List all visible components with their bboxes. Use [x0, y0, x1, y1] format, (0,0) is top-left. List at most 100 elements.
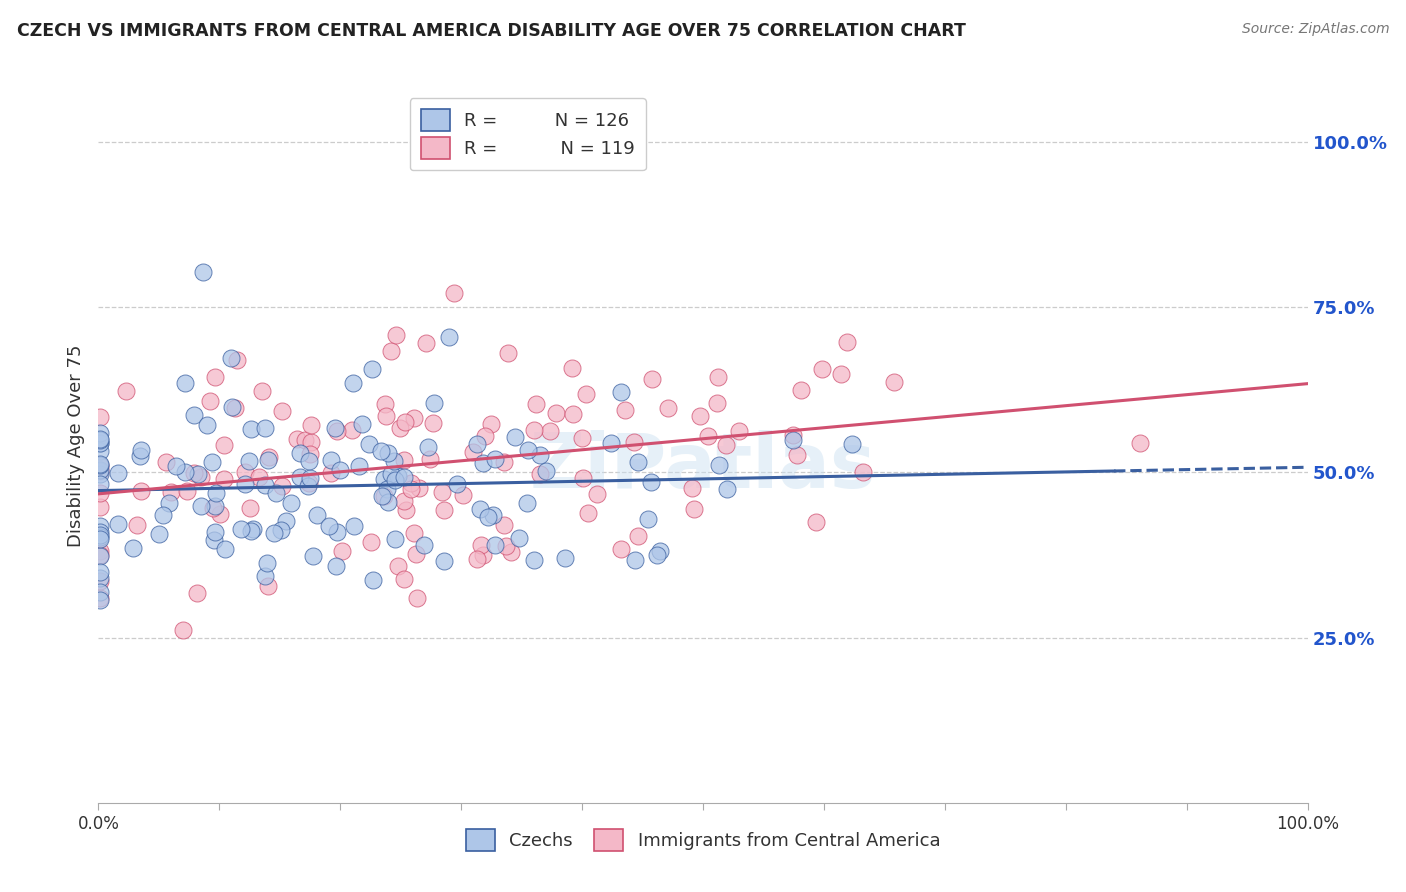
Point	[176, 484, 198, 499]
Text: CZECH VS IMMIGRANTS FROM CENTRAL AMERICA DISABILITY AGE OVER 75 CORRELATION CHAR: CZECH VS IMMIGRANTS FROM CENTRAL AMERICA…	[17, 22, 966, 40]
Point	[472, 548, 495, 562]
Point	[330, 544, 353, 558]
Point	[377, 446, 399, 460]
Point	[89, 544, 111, 558]
Point	[451, 488, 474, 502]
Point	[350, 417, 373, 432]
Point	[413, 538, 436, 552]
Point	[641, 372, 664, 386]
Point	[157, 496, 180, 510]
Point	[89, 463, 111, 477]
Point	[546, 406, 568, 420]
Point	[263, 526, 285, 541]
Point	[516, 496, 538, 510]
Point	[561, 407, 583, 421]
Point	[384, 532, 406, 546]
Point	[446, 477, 468, 491]
Point	[405, 547, 427, 561]
Point	[253, 420, 276, 434]
Point	[696, 429, 718, 443]
Point	[385, 327, 408, 342]
Point	[810, 362, 832, 376]
Point	[380, 467, 402, 481]
Point	[131, 442, 153, 457]
Point	[648, 543, 671, 558]
Point	[89, 436, 111, 450]
Point	[195, 417, 218, 432]
Point	[209, 507, 232, 521]
Point	[239, 524, 262, 538]
Point	[373, 472, 395, 486]
Point	[387, 469, 409, 483]
Point	[89, 518, 111, 533]
Point	[419, 452, 441, 467]
Point	[323, 421, 346, 435]
Point	[495, 539, 517, 553]
Point	[408, 481, 430, 495]
Point	[242, 522, 264, 536]
Point	[343, 518, 366, 533]
Point	[233, 465, 256, 479]
Point	[89, 467, 111, 481]
Point	[474, 429, 496, 443]
Point	[394, 572, 416, 586]
Point	[89, 549, 111, 563]
Text: ZiPatlas: ZiPatlas	[530, 431, 876, 504]
Point	[294, 433, 316, 447]
Point	[443, 285, 465, 300]
Point	[183, 467, 205, 481]
Point	[614, 403, 637, 417]
Point	[325, 424, 347, 438]
Point	[326, 525, 349, 540]
Point	[89, 571, 111, 585]
Point	[274, 514, 297, 528]
Point	[657, 401, 679, 415]
Legend: Czechs, Immigrants from Central America: Czechs, Immigrants from Central America	[458, 822, 948, 858]
Point	[347, 458, 370, 473]
Point	[342, 376, 364, 390]
Point	[571, 431, 593, 445]
Point	[707, 370, 730, 384]
Point	[89, 476, 111, 491]
Point	[623, 434, 645, 449]
Point	[472, 456, 495, 470]
Point	[370, 443, 392, 458]
Point	[361, 573, 384, 587]
Point	[259, 450, 281, 464]
Point	[89, 591, 111, 605]
Point	[214, 472, 236, 486]
Point	[373, 489, 395, 503]
Point	[298, 475, 321, 490]
Point	[524, 396, 547, 410]
Point	[299, 447, 322, 461]
Point	[89, 486, 111, 500]
Point	[204, 370, 226, 384]
Point	[204, 525, 226, 540]
Point	[505, 429, 527, 443]
Point	[131, 484, 153, 499]
Point	[240, 422, 263, 436]
Point	[89, 409, 111, 424]
Point	[482, 508, 505, 522]
Point	[233, 477, 256, 491]
Text: -0.023: -0.023	[477, 114, 534, 132]
Point	[422, 416, 444, 430]
Point	[523, 553, 546, 567]
Point	[433, 503, 456, 517]
Text: 119: 119	[592, 143, 626, 161]
Point	[837, 335, 859, 350]
Point	[404, 411, 426, 425]
Point	[219, 351, 242, 366]
Point	[238, 454, 260, 468]
Point	[637, 512, 659, 526]
Point	[610, 542, 633, 557]
Point	[89, 500, 111, 514]
Point	[499, 545, 522, 559]
Point	[214, 541, 236, 556]
Point	[299, 417, 322, 432]
Point	[89, 532, 111, 546]
Point	[187, 467, 209, 482]
Point	[201, 455, 224, 469]
Point	[148, 526, 170, 541]
Point	[361, 362, 384, 376]
